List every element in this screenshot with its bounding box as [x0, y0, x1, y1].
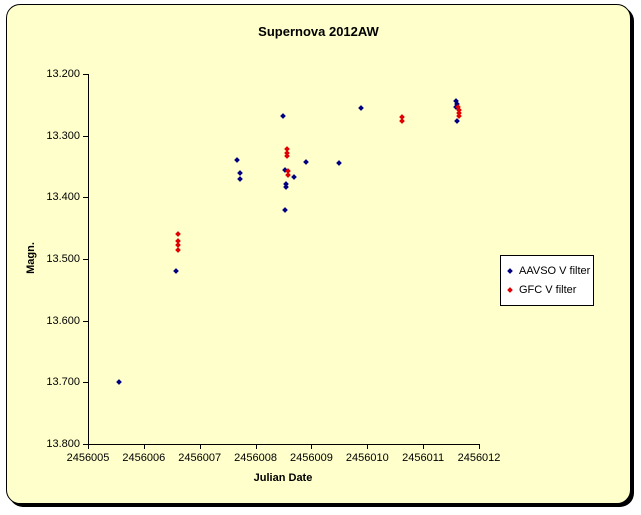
- y-tick-label: 13.400: [46, 191, 80, 204]
- x-tick-label: 2456012: [457, 452, 501, 464]
- legend: AAVSO V filter GFC V filter: [500, 255, 594, 306]
- chart-frame: Supernova 2012AW 2456005 2456006 2456007 24…: [6, 4, 631, 504]
- data-point-aavso: [237, 169, 244, 176]
- x-tick-label: 2456011: [402, 452, 445, 464]
- x-tick: [423, 444, 425, 449]
- y-tick: [83, 197, 88, 199]
- x-tick-label: 2456008: [234, 452, 277, 464]
- data-point-aavso: [302, 159, 309, 166]
- data-point-aavso: [280, 113, 286, 119]
- x-tick: [88, 444, 89, 449]
- x-tick: [255, 444, 257, 449]
- y-tick: [83, 382, 88, 384]
- data-point-aavso: [237, 175, 244, 182]
- y-tick: [83, 320, 88, 322]
- x-tick-label: 2456010: [345, 452, 389, 464]
- data-point-aavso: [115, 379, 122, 386]
- data-point-aavso: [282, 184, 289, 191]
- y-tick-label: 13.500: [46, 253, 80, 265]
- data-point-aavso: [282, 206, 289, 213]
- data-point-gfc: [175, 231, 182, 238]
- x-tick: [311, 444, 313, 449]
- legend-entry-gfc: GFC V filter: [507, 280, 587, 299]
- y-tick: [83, 259, 88, 260]
- y-tick: [83, 135, 88, 137]
- x-axis: [88, 444, 480, 445]
- data-point-aavso: [233, 157, 240, 164]
- data-point-gfc: [399, 118, 406, 124]
- x-tick: [199, 444, 201, 449]
- legend-label-aavso: AAVSO V filter: [519, 264, 591, 277]
- y-tick-label: 13.700: [46, 376, 80, 389]
- y-tick-label: 13.800: [46, 438, 80, 450]
- data-point-gfc: [284, 153, 291, 159]
- y-tick-label: 13.200: [46, 68, 80, 80]
- x-tick-label: 2456006: [122, 452, 166, 464]
- gfc-diamond-marker-icon: [507, 286, 513, 293]
- x-tick-label: 2456005: [66, 452, 110, 464]
- legend-label-gfc: GFC V filter: [519, 283, 577, 296]
- data-point-aavso: [453, 118, 460, 125]
- y-axis: [88, 74, 89, 445]
- y-tick-label: 13.300: [46, 129, 80, 142]
- data-point-gfc: [175, 246, 182, 253]
- y-tick: [83, 444, 88, 445]
- aavso-diamond-marker-icon: [507, 267, 513, 274]
- x-tick-label: 2456007: [178, 452, 222, 464]
- y-axis-title: Magn.: [25, 242, 37, 274]
- chart-title: Supernova 2012AW: [258, 24, 379, 39]
- data-point-aavso: [172, 268, 179, 275]
- data-point-aavso: [336, 160, 343, 167]
- data-point-aavso: [358, 105, 364, 111]
- legend-entry-aavso: AAVSO V filter: [507, 261, 591, 280]
- y-tick-label: 13.600: [46, 314, 80, 327]
- data-point-aavso: [290, 174, 297, 180]
- x-axis-title: Julian Date: [253, 472, 313, 484]
- y-tick: [83, 74, 88, 75]
- x-tick: [143, 444, 145, 449]
- x-tick: [479, 444, 480, 449]
- x-tick: [367, 444, 369, 449]
- x-tick-label: 2456009: [290, 452, 333, 464]
